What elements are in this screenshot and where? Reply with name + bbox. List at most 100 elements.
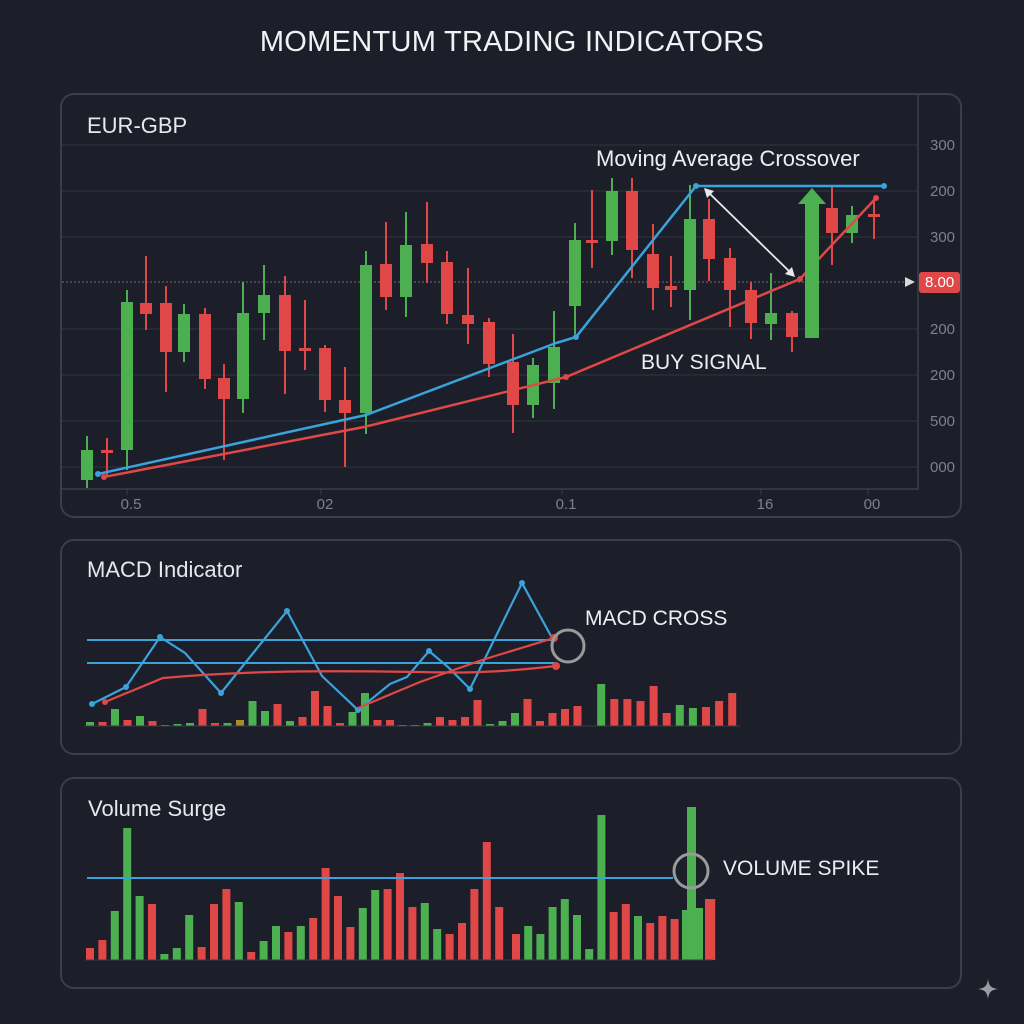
volume-bar bbox=[396, 873, 404, 960]
macd-histogram-bar bbox=[523, 699, 532, 726]
candle[interactable] bbox=[178, 304, 190, 362]
candle[interactable] bbox=[765, 273, 777, 340]
macd-histogram-bar bbox=[623, 699, 632, 726]
volume-bar bbox=[560, 899, 569, 960]
y-tick-label: 200 bbox=[930, 367, 955, 384]
y-axis: 300 200 300 200 200 500 000 bbox=[930, 137, 955, 476]
macd-cross-annotation: MACD CROSS bbox=[585, 607, 728, 630]
volume-bar bbox=[148, 904, 156, 960]
macd-histogram-bar bbox=[688, 708, 697, 726]
candle[interactable] bbox=[569, 223, 581, 334]
volume-bar bbox=[445, 934, 454, 960]
y-tick-label: 500 bbox=[930, 413, 955, 430]
x-tick-label: 00 bbox=[864, 496, 881, 513]
macd-histogram-bar bbox=[548, 713, 557, 726]
macd-histogram-bar bbox=[298, 717, 307, 726]
candle[interactable] bbox=[218, 364, 230, 460]
candle[interactable] bbox=[507, 334, 519, 433]
macd-histogram-bar bbox=[728, 693, 737, 726]
macd-histogram-bar bbox=[473, 700, 482, 726]
candle[interactable] bbox=[160, 286, 172, 392]
volume-bar bbox=[346, 927, 355, 960]
volume-bar bbox=[621, 904, 630, 960]
macd-histogram-bar bbox=[498, 721, 507, 726]
candle[interactable] bbox=[548, 311, 560, 409]
volume-bar bbox=[495, 907, 504, 960]
candle[interactable] bbox=[339, 367, 351, 467]
y-tick-label: 300 bbox=[930, 137, 955, 154]
candle[interactable] bbox=[586, 190, 598, 268]
candle[interactable] bbox=[703, 199, 715, 281]
candle[interactable] bbox=[258, 265, 270, 340]
candle[interactable] bbox=[319, 345, 331, 412]
macd-label: MACD Indicator bbox=[87, 557, 243, 582]
macd-histogram-bar bbox=[461, 717, 469, 726]
macd-histogram-bar bbox=[702, 707, 710, 726]
candle[interactable] bbox=[360, 251, 372, 434]
macd-histogram-bar bbox=[386, 720, 394, 726]
x-axis: 0.5 02 0.1 16 00 bbox=[121, 489, 881, 513]
candle[interactable] bbox=[626, 178, 638, 278]
candle[interactable] bbox=[441, 251, 453, 324]
volume-bars bbox=[85, 807, 716, 961]
candle[interactable] bbox=[199, 308, 211, 389]
candle[interactable] bbox=[140, 256, 152, 330]
candle[interactable] bbox=[724, 248, 736, 327]
volume-bar bbox=[98, 940, 107, 960]
volume-bar bbox=[284, 932, 293, 960]
volume-bar bbox=[185, 915, 194, 960]
candle[interactable] bbox=[81, 436, 93, 488]
volume-spike-bar-tall bbox=[687, 807, 696, 960]
macd-line bbox=[91, 580, 552, 712]
signal-line-2 bbox=[357, 636, 555, 710]
volume-bar bbox=[609, 912, 618, 960]
volume-bar bbox=[383, 889, 392, 960]
volume-bar bbox=[123, 828, 132, 960]
candle[interactable] bbox=[606, 178, 618, 255]
candle[interactable] bbox=[101, 438, 113, 477]
candles bbox=[81, 178, 880, 488]
macd-cross-circle-icon bbox=[550, 628, 586, 664]
macd-histogram-bar bbox=[186, 723, 194, 726]
candle[interactable] bbox=[400, 212, 412, 317]
volume-bar bbox=[222, 889, 231, 960]
candle[interactable] bbox=[279, 276, 291, 394]
sparkle-icon bbox=[978, 979, 998, 999]
candle[interactable] bbox=[826, 185, 838, 265]
macd-histogram-bar bbox=[336, 723, 344, 726]
candle[interactable] bbox=[299, 300, 311, 370]
volume-label: Volume Surge bbox=[88, 796, 227, 821]
candle[interactable] bbox=[380, 222, 392, 310]
macd-histogram-bar bbox=[448, 720, 457, 726]
macd-histogram-bar bbox=[223, 723, 232, 726]
macd-histogram-bar bbox=[715, 701, 724, 726]
candle[interactable] bbox=[786, 311, 798, 352]
candle[interactable] bbox=[665, 256, 677, 307]
candle[interactable] bbox=[684, 185, 696, 320]
price-grid bbox=[62, 93, 919, 490]
candle[interactable] bbox=[237, 282, 249, 413]
macd-histogram bbox=[84, 684, 740, 727]
volume-bar bbox=[470, 889, 479, 960]
macd-histogram-bar bbox=[348, 712, 357, 726]
y-tick-label: 200 bbox=[930, 183, 955, 200]
macd-histogram-bar bbox=[423, 723, 432, 726]
volume-overlay bbox=[87, 852, 710, 890]
crossover-arrows bbox=[704, 188, 826, 338]
x-tick-label: 0.5 bbox=[121, 496, 142, 513]
candle[interactable] bbox=[462, 268, 474, 344]
volume-bar bbox=[135, 896, 144, 960]
x-tick-label: 02 bbox=[317, 496, 334, 513]
moving-averages bbox=[95, 183, 887, 480]
volume-bar bbox=[705, 899, 713, 960]
volume-bar bbox=[573, 915, 581, 960]
volume-bar bbox=[482, 842, 491, 960]
candle[interactable] bbox=[868, 200, 880, 239]
macd-histogram-bar bbox=[561, 709, 569, 726]
macd-histogram-bar bbox=[261, 711, 269, 726]
candle[interactable] bbox=[121, 290, 133, 470]
candle[interactable] bbox=[421, 202, 433, 283]
